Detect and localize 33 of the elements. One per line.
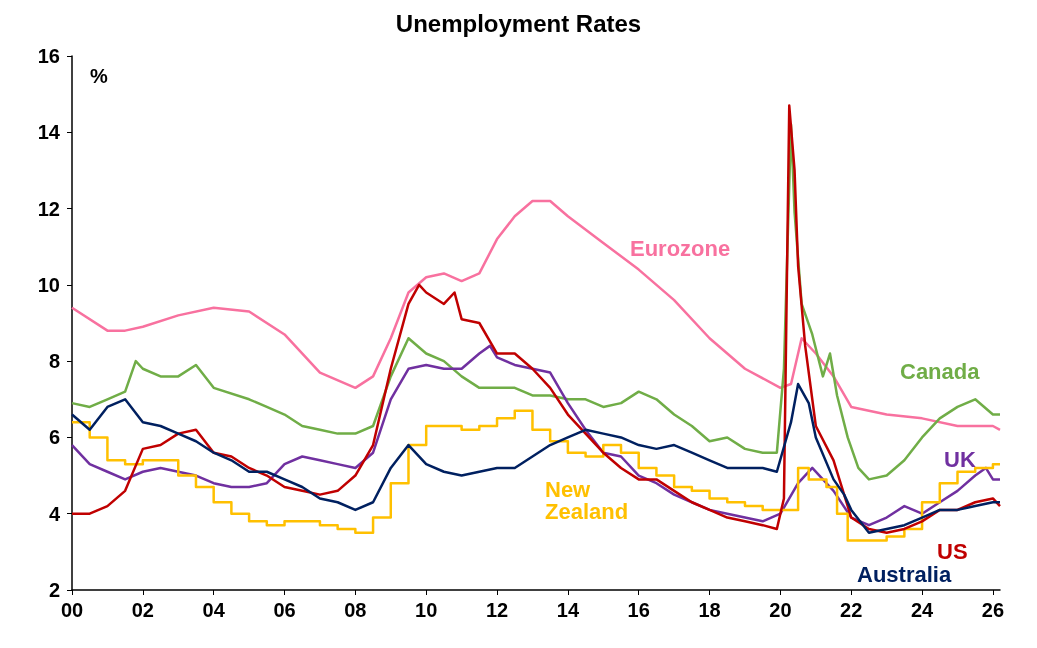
x-tick-label: 06 xyxy=(273,599,296,621)
y-tick-label: 2 xyxy=(48,579,60,601)
y-tick-label: 6 xyxy=(48,426,60,449)
line-series xyxy=(70,199,1002,432)
x-tick-label: 10 xyxy=(415,599,438,621)
y-tick-label: 12 xyxy=(37,197,60,220)
x-tick-label: 18 xyxy=(698,599,721,621)
x-tick-label: 08 xyxy=(344,599,367,621)
y-axis-title: % xyxy=(90,65,108,87)
y-tick-label: 8 xyxy=(48,350,60,373)
x-tick-label: 16 xyxy=(627,599,650,621)
x-tick-label: 14 xyxy=(556,599,580,621)
line-series xyxy=(70,382,1002,535)
series-label: UK xyxy=(944,446,976,472)
series-label: Canada xyxy=(900,358,981,384)
x-tick-label: 24 xyxy=(910,599,935,621)
x-tick-label: 00 xyxy=(60,599,84,621)
series-label: US xyxy=(937,538,968,564)
y-tick-label: 10 xyxy=(37,273,60,296)
y-tick-label: 16 xyxy=(37,45,60,67)
x-tick-label: 26 xyxy=(981,599,1005,621)
x-tick-label: 02 xyxy=(131,599,154,621)
x-tick-label: 22 xyxy=(840,599,863,621)
y-tick-label: 4 xyxy=(48,502,61,525)
x-tick-label: 12 xyxy=(485,599,509,621)
chart-title: Unemployment Rates xyxy=(395,9,642,37)
x-tick-label: 04 xyxy=(202,599,226,621)
series-label: Australia xyxy=(857,561,952,587)
series-label: Eurozone xyxy=(630,235,731,261)
x-tick-label: 20 xyxy=(769,599,792,621)
series-label: New Zealand xyxy=(545,476,629,524)
y-tick-label: 14 xyxy=(37,121,61,144)
line-series xyxy=(70,104,1002,535)
